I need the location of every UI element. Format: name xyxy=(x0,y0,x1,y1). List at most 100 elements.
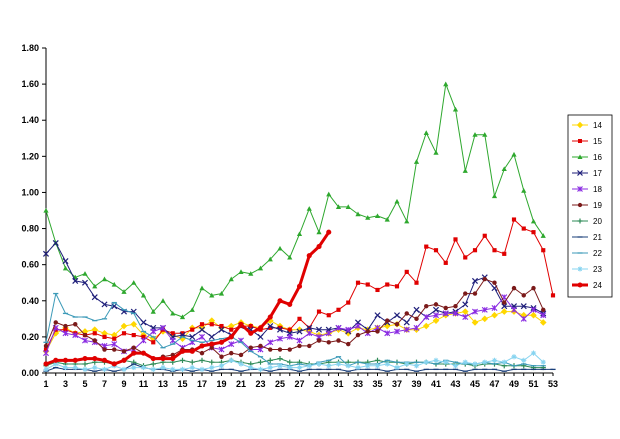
data-point-16 xyxy=(355,211,361,217)
legend-label: 22 xyxy=(593,249,602,258)
y-tick-label: 1.40 xyxy=(21,115,39,125)
data-point-16 xyxy=(452,106,459,112)
data-point-23 xyxy=(121,366,127,372)
data-point-18 xyxy=(335,324,342,331)
data-point-15 xyxy=(268,325,273,330)
x-axis: 1 3 5 7 9 11 13 15 17 19 21 23 25 27 29 31 33 35 37 39 41 43 4… xyxy=(43,372,558,389)
data-point-18 xyxy=(111,341,118,348)
data-point-23 xyxy=(394,364,400,371)
data-point-24 xyxy=(111,361,117,367)
data-point-15 xyxy=(531,230,536,235)
x-tick-label: 53 xyxy=(548,379,558,389)
data-point-19 xyxy=(43,343,49,349)
series-line-16 xyxy=(45,83,544,318)
data-point-15 xyxy=(502,251,507,256)
legend-marker xyxy=(577,154,583,159)
data-point-14 xyxy=(461,308,469,315)
data-point-16 xyxy=(111,281,117,287)
data-point-23 xyxy=(511,354,517,360)
data-point-14 xyxy=(383,322,391,330)
data-point-23 xyxy=(316,361,322,367)
data-point-19 xyxy=(287,347,292,352)
data-point-19 xyxy=(73,322,78,327)
data-point-16 xyxy=(228,276,234,282)
data-point-23 xyxy=(384,361,390,367)
data-point-24 xyxy=(316,244,322,250)
y-tick-label: 1.60 xyxy=(21,79,39,89)
data-point-19 xyxy=(453,303,458,309)
data-point-16 xyxy=(316,229,322,235)
data-point-23 xyxy=(462,359,468,365)
legend-label: 18 xyxy=(593,185,602,194)
data-point-16 xyxy=(521,188,527,193)
data-point-23 xyxy=(209,364,215,371)
series-layer xyxy=(42,81,556,372)
series-line-23 xyxy=(45,352,544,370)
data-point-24 xyxy=(140,350,147,356)
data-point-18 xyxy=(452,310,459,317)
data-point-15 xyxy=(346,300,351,305)
y-tick-label: 0.80 xyxy=(21,224,39,234)
data-point-18 xyxy=(394,328,400,335)
data-point-15 xyxy=(550,293,556,298)
data-point-24 xyxy=(199,343,205,349)
data-point-23 xyxy=(82,366,88,372)
data-point-15 xyxy=(472,248,478,253)
data-point-16 xyxy=(345,204,351,209)
legend-label: 14 xyxy=(593,121,602,130)
data-point-14 xyxy=(130,320,138,328)
legend-item-21: 21 xyxy=(572,233,602,242)
data-point-23 xyxy=(433,357,439,363)
data-point-23 xyxy=(530,350,537,356)
x-tick-label: 45 xyxy=(470,379,480,389)
data-point-19 xyxy=(424,303,429,309)
data-point-17 xyxy=(296,328,303,335)
series-19 xyxy=(43,276,546,361)
data-point-23 xyxy=(228,357,234,363)
x-tick-label: 5 xyxy=(82,379,87,389)
data-point-24 xyxy=(62,357,69,363)
legend-marker xyxy=(577,202,583,208)
data-point-15 xyxy=(209,322,214,327)
data-point-18 xyxy=(520,315,527,322)
data-point-16 xyxy=(511,151,517,157)
data-point-18 xyxy=(511,306,517,313)
data-point-16 xyxy=(326,191,332,197)
legend-marker xyxy=(576,121,584,129)
x-tick-label: 37 xyxy=(392,379,402,389)
y-tick-label: 1.00 xyxy=(21,187,39,197)
data-point-19 xyxy=(219,354,224,359)
data-point-23 xyxy=(413,363,420,369)
data-point-17 xyxy=(276,326,284,333)
data-point-16 xyxy=(62,265,69,271)
data-point-24 xyxy=(150,356,156,362)
data-point-17 xyxy=(52,239,59,247)
series-18 xyxy=(43,294,547,357)
data-point-15 xyxy=(151,340,156,345)
legend-label: 15 xyxy=(593,137,602,146)
data-point-15 xyxy=(199,322,205,327)
data-point-15 xyxy=(92,331,97,336)
data-point-18 xyxy=(199,333,205,340)
data-point-23 xyxy=(345,363,351,369)
data-point-19 xyxy=(414,316,419,322)
data-point-23 xyxy=(443,359,449,365)
data-point-19 xyxy=(121,349,127,354)
data-point-15 xyxy=(219,323,224,329)
data-point-17 xyxy=(471,277,479,284)
data-point-19 xyxy=(131,345,136,350)
data-point-23 xyxy=(287,364,293,371)
data-point-18 xyxy=(413,324,420,331)
data-point-14 xyxy=(491,311,498,319)
data-point-15 xyxy=(141,334,146,339)
data-point-14 xyxy=(432,317,440,324)
data-point-16 xyxy=(491,193,498,199)
data-point-23 xyxy=(150,366,156,372)
data-point-19 xyxy=(482,276,487,282)
x-tick-label: 15 xyxy=(177,379,187,389)
data-point-16 xyxy=(43,207,49,213)
data-point-16 xyxy=(92,283,98,289)
data-point-23 xyxy=(199,366,205,372)
data-point-19 xyxy=(502,300,507,305)
x-tick-label: 19 xyxy=(216,379,226,389)
